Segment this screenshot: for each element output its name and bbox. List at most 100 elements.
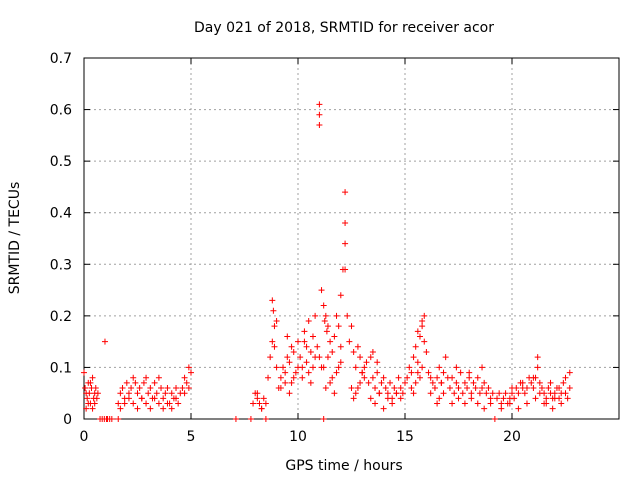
data-point	[85, 400, 92, 407]
data-point	[181, 374, 188, 381]
data-point	[466, 374, 473, 381]
data-point	[286, 390, 293, 397]
data-point	[423, 348, 430, 355]
data-point	[474, 400, 481, 407]
data-point	[530, 385, 537, 392]
data-point	[427, 374, 434, 381]
data-point	[87, 379, 94, 386]
data-point	[286, 359, 293, 366]
data-point	[290, 348, 297, 355]
data-point	[429, 379, 436, 386]
data-point	[421, 312, 428, 319]
data-point	[551, 390, 558, 397]
data-point	[479, 364, 486, 371]
data-point	[393, 390, 400, 397]
data-point	[164, 385, 171, 392]
data-point	[277, 385, 284, 392]
data-point	[515, 390, 522, 397]
data-point	[130, 374, 137, 381]
data-point	[346, 338, 353, 345]
data-point	[262, 400, 269, 407]
data-point	[534, 364, 541, 371]
data-point	[81, 369, 87, 376]
data-point	[374, 369, 381, 376]
data-point	[479, 385, 486, 392]
data-point	[273, 364, 280, 371]
data-point	[416, 374, 423, 381]
data-point	[528, 379, 535, 386]
data-point	[145, 390, 152, 397]
data-point	[92, 385, 99, 392]
data-point	[84, 395, 91, 402]
data-point	[414, 359, 421, 366]
data-point	[545, 385, 552, 392]
data-point	[101, 338, 108, 345]
data-point	[254, 395, 261, 402]
data-point	[271, 323, 278, 330]
data-point	[427, 390, 434, 397]
data-point	[250, 400, 257, 407]
data-point	[397, 395, 404, 402]
data-point	[342, 220, 349, 227]
y-tick-label: 0.1	[50, 360, 72, 376]
data-point	[372, 385, 379, 392]
data-point	[357, 354, 364, 361]
data-point	[140, 379, 147, 386]
data-point	[410, 390, 417, 397]
data-point	[247, 416, 254, 422]
data-point	[115, 400, 122, 407]
x-tick-label: 10	[289, 429, 307, 445]
data-point	[147, 405, 154, 412]
data-point	[352, 390, 359, 397]
data-point	[442, 354, 449, 361]
y-tick-label: 0.4	[50, 206, 72, 222]
data-point	[523, 400, 530, 407]
data-point	[153, 390, 160, 397]
data-points	[81, 101, 573, 422]
data-point	[295, 338, 301, 345]
data-point	[82, 385, 89, 392]
data-point	[93, 395, 100, 402]
data-point	[489, 390, 496, 397]
data-point	[483, 390, 490, 397]
data-point	[121, 400, 128, 407]
data-point	[335, 364, 342, 371]
data-point	[416, 333, 423, 340]
data-point	[316, 101, 323, 108]
data-point	[498, 405, 505, 412]
y-tick-labels: 0 0.1 0.2 0.3 0.4 0.5 0.6 0.7	[50, 51, 72, 428]
data-point	[436, 395, 443, 402]
data-point	[449, 374, 456, 381]
data-point	[123, 379, 130, 386]
data-point	[363, 359, 370, 366]
data-point	[256, 400, 263, 407]
data-point	[254, 390, 261, 397]
data-point	[119, 385, 126, 392]
data-point	[466, 369, 473, 376]
data-point	[348, 385, 355, 392]
data-point	[117, 405, 124, 412]
data-point	[412, 379, 419, 386]
data-point	[342, 189, 349, 196]
data-point	[532, 395, 539, 402]
data-point	[301, 328, 308, 335]
data-point	[284, 354, 291, 361]
data-point	[94, 390, 101, 397]
y-tick-label: 0	[63, 412, 72, 428]
data-point	[419, 323, 426, 330]
data-point	[558, 400, 565, 407]
data-point	[89, 374, 96, 381]
plot-frame	[83, 57, 620, 420]
data-point	[155, 374, 162, 381]
data-point	[534, 354, 541, 361]
data-point	[378, 379, 385, 386]
data-point	[327, 338, 334, 345]
data-point	[523, 385, 530, 392]
data-point	[183, 379, 190, 386]
data-point	[314, 343, 321, 350]
data-point	[511, 395, 518, 402]
data-point	[164, 400, 171, 407]
data-point	[481, 405, 488, 412]
data-point	[461, 400, 468, 407]
data-point	[382, 385, 389, 392]
